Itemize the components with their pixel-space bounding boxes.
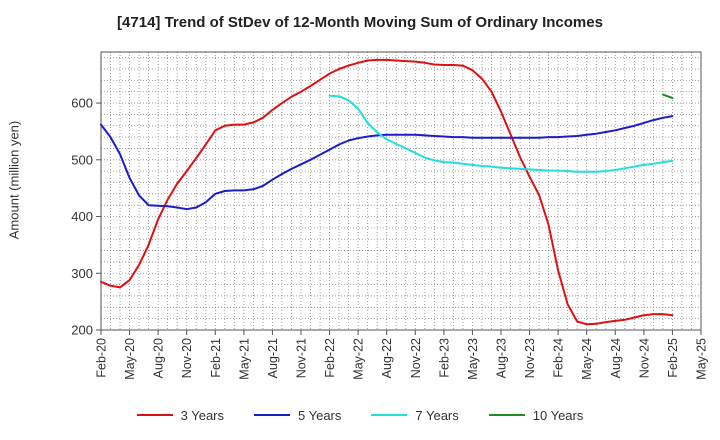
x-tick-label: May-22 (352, 338, 366, 380)
x-tick-label: Aug-21 (266, 338, 280, 378)
legend-item-7-years: 7 Years (371, 407, 459, 423)
x-tick-label: May-21 (237, 338, 251, 380)
y-tick-label: 200 (71, 323, 93, 338)
legend-item-3-years: 3 Years (136, 407, 224, 423)
series-line-7-years (328, 94, 674, 173)
legend-swatch (488, 414, 525, 416)
x-tick-label: May-25 (695, 338, 709, 380)
legend-swatch (254, 414, 290, 416)
x-tick-label: Aug-24 (609, 338, 623, 378)
x-tick-label: Nov-22 (409, 338, 423, 378)
x-tick-label: Nov-24 (637, 338, 651, 378)
x-tick-label: May-23 (466, 338, 480, 380)
plot-frame (100, 51, 702, 331)
x-tick-label: Nov-21 (295, 338, 309, 378)
x-tick-label: Aug-23 (495, 338, 509, 378)
legend: 3 Years 5 Years 7 Years 10 Years (0, 404, 720, 426)
x-tick-label: Feb-21 (209, 338, 223, 378)
series-line-3-years (100, 58, 674, 326)
y-tick-label: 600 (71, 96, 93, 111)
y-tick-label: 500 (71, 152, 93, 167)
y-tick-label: 300 (71, 266, 93, 281)
y-tick-label: 400 (71, 209, 93, 224)
series-line-5-years (100, 115, 674, 211)
legend-label: 3 Years (180, 407, 224, 423)
x-tick-label: Aug-20 (152, 338, 166, 378)
legend-swatch (136, 414, 173, 416)
legend-label: 5 Years (298, 407, 342, 423)
x-tick-label: May-24 (580, 338, 594, 380)
legend-label: 7 Years (415, 407, 459, 423)
series-line-10-years (661, 93, 674, 99)
x-tick-label: Nov-20 (180, 338, 194, 378)
x-tick-label: Feb-20 (95, 338, 109, 378)
legend-item-10-years: 10 Years (488, 407, 584, 423)
x-tick-label: Nov-23 (523, 338, 537, 378)
chart-title: [4714] Trend of StDev of 12-Month Moving… (117, 14, 603, 31)
x-tick-label: Feb-24 (552, 338, 566, 378)
x-tick-label: Feb-25 (666, 338, 680, 378)
legend-item-5-years: 5 Years (254, 408, 341, 423)
x-tick-label: Feb-22 (323, 338, 337, 378)
legend-label: 10 Years (532, 407, 584, 423)
x-tick-label: Aug-22 (380, 338, 394, 378)
x-tick-label: May-20 (123, 338, 137, 380)
legend-swatch (371, 414, 408, 416)
x-tick-label: Feb-23 (437, 338, 451, 378)
